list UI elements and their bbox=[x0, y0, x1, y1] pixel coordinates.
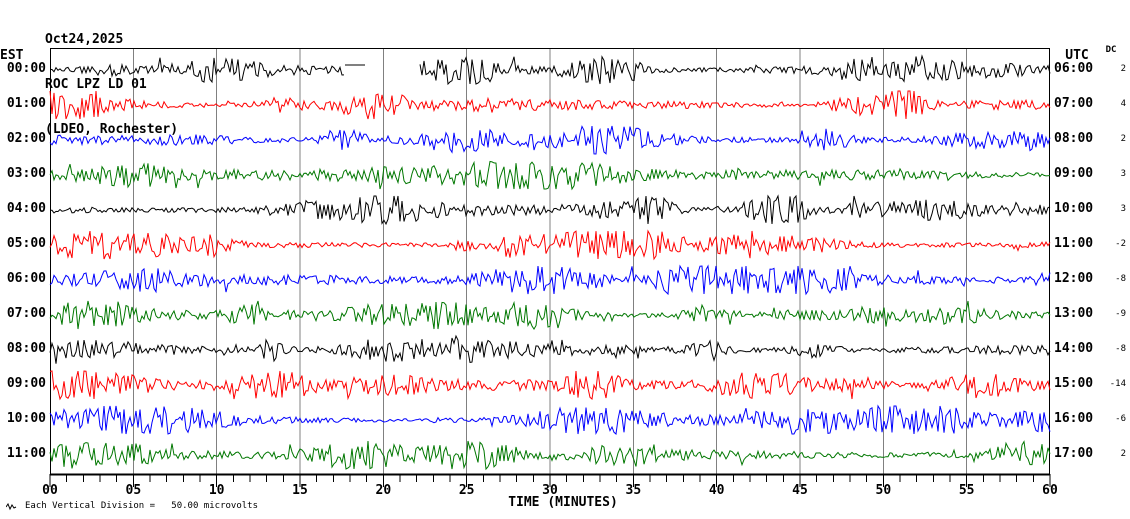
dc-value: -14 bbox=[1109, 379, 1126, 389]
utc-time-label: 13:00 bbox=[1054, 306, 1094, 321]
x-tick-label: 05 bbox=[125, 483, 142, 498]
dc-value: -9 bbox=[1115, 309, 1126, 319]
utc-time-label: 08:00 bbox=[1054, 131, 1094, 146]
utc-time-label: 06:00 bbox=[1054, 61, 1094, 76]
trace-row-9 bbox=[49, 370, 1051, 401]
trace-row-5 bbox=[49, 229, 1051, 261]
utc-time-label: 10:00 bbox=[1054, 201, 1094, 216]
x-tick-label: 25 bbox=[458, 483, 475, 498]
trace-row-0 bbox=[49, 54, 1051, 86]
trace-row-7 bbox=[49, 300, 1051, 330]
est-time-label: 00:00 bbox=[6, 61, 46, 76]
trace-row-11 bbox=[49, 440, 1051, 471]
x-tick-label: 50 bbox=[875, 483, 892, 498]
dc-value: -2 bbox=[1115, 239, 1126, 249]
est-time-label: 06:00 bbox=[6, 271, 46, 286]
trace-row-1 bbox=[49, 90, 1051, 120]
est-time-label: 04:00 bbox=[6, 201, 46, 216]
est-time-label: 07:00 bbox=[6, 306, 46, 321]
title-location: (LDEO, Rochester) bbox=[45, 122, 179, 137]
trace-row-6 bbox=[49, 264, 1051, 296]
trace-row-4 bbox=[49, 194, 1051, 226]
scale-marker-icon bbox=[6, 503, 17, 511]
dc-value: 2 bbox=[1120, 134, 1126, 144]
utc-time-label: 15:00 bbox=[1054, 376, 1094, 391]
x-tick-label: 55 bbox=[958, 483, 975, 498]
x-tick-label: 35 bbox=[625, 483, 642, 498]
est-axis-header: EST bbox=[0, 48, 24, 63]
dc-value: -8 bbox=[1115, 274, 1126, 284]
est-time-label: 03:00 bbox=[6, 166, 46, 181]
dc-value: 3 bbox=[1120, 169, 1126, 179]
scale-note: Each Vertical Division = 50.00 microvolt… bbox=[25, 501, 258, 511]
dc-value: -6 bbox=[1115, 414, 1126, 424]
x-tick-label: 10 bbox=[208, 483, 225, 498]
utc-time-label: 09:00 bbox=[1054, 166, 1094, 181]
trace-row-2 bbox=[49, 125, 1051, 155]
utc-time-label: 17:00 bbox=[1054, 446, 1094, 461]
x-tick-label: 00 bbox=[42, 483, 58, 498]
est-time-label: 10:00 bbox=[6, 411, 46, 426]
utc-time-label: 12:00 bbox=[1054, 271, 1094, 286]
trace-row-3 bbox=[49, 160, 1051, 191]
est-time-label: 11:00 bbox=[6, 446, 46, 461]
x-axis-title: TIME (MINUTES) bbox=[508, 495, 618, 510]
utc-time-label: 14:00 bbox=[1054, 341, 1094, 356]
utc-time-label: 16:00 bbox=[1054, 411, 1094, 426]
est-time-label: 09:00 bbox=[6, 376, 46, 391]
dc-column-header: DC bbox=[1105, 45, 1117, 55]
trace-row-8 bbox=[49, 334, 1051, 364]
x-tick-label: 45 bbox=[792, 483, 808, 498]
dc-value: 2 bbox=[1120, 449, 1126, 459]
est-time-label: 08:00 bbox=[6, 341, 46, 356]
est-time-label: 02:00 bbox=[6, 131, 46, 146]
utc-axis-header: UTC bbox=[1065, 48, 1089, 63]
dc-value: -8 bbox=[1115, 344, 1126, 354]
title-date: Oct24,2025 bbox=[45, 32, 124, 47]
dc-value: 4 bbox=[1120, 99, 1126, 109]
title-block: Oct24,2025 ROC LPZ LD 01 (LDEO, Rocheste… bbox=[45, 2, 178, 167]
est-time-label: 05:00 bbox=[6, 236, 46, 251]
dc-value: 2 bbox=[1120, 64, 1126, 74]
x-tick-label: 40 bbox=[708, 483, 725, 498]
x-tick-label: 60 bbox=[1042, 483, 1058, 498]
x-tick-label: 15 bbox=[292, 483, 308, 498]
trace-row-10 bbox=[49, 404, 1051, 435]
title-station: ROC LPZ LD 01 bbox=[45, 77, 147, 92]
utc-time-label: 11:00 bbox=[1054, 236, 1094, 251]
dc-value: 3 bbox=[1120, 204, 1126, 214]
x-tick-label: 30 bbox=[542, 483, 558, 498]
x-tick-label: 20 bbox=[375, 483, 392, 498]
utc-time-label: 07:00 bbox=[1054, 96, 1094, 111]
est-time-label: 01:00 bbox=[6, 96, 46, 111]
